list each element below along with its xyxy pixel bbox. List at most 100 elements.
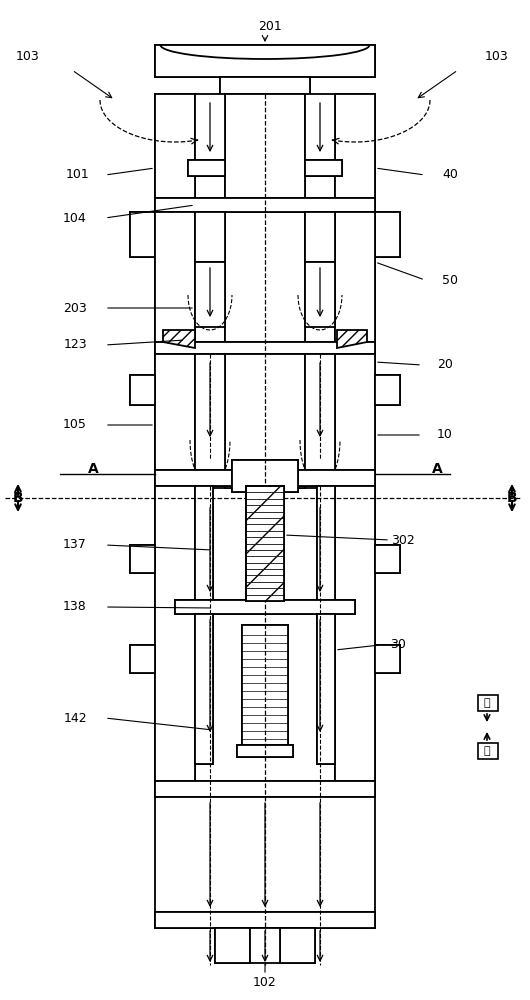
- Bar: [220, 77, 310, 102]
- Text: B: B: [13, 491, 23, 505]
- Polygon shape: [246, 569, 284, 575]
- Bar: [215, 928, 250, 963]
- Bar: [375, 212, 400, 257]
- Bar: [335, 212, 375, 342]
- Polygon shape: [246, 524, 284, 531]
- Bar: [242, 625, 288, 745]
- Bar: [155, 354, 195, 488]
- Bar: [225, 94, 305, 454]
- Bar: [130, 212, 155, 257]
- Bar: [232, 460, 298, 492]
- Text: 10: 10: [437, 428, 453, 442]
- Bar: [155, 912, 375, 928]
- Text: 下: 下: [484, 746, 490, 756]
- Bar: [237, 745, 293, 757]
- Polygon shape: [163, 330, 195, 348]
- Bar: [335, 354, 375, 488]
- Text: 138: 138: [63, 600, 87, 613]
- Polygon shape: [246, 531, 284, 537]
- Bar: [195, 486, 213, 616]
- Bar: [195, 614, 213, 764]
- Bar: [375, 212, 400, 257]
- Bar: [246, 486, 284, 601]
- Bar: [195, 262, 225, 327]
- Bar: [188, 160, 225, 176]
- Bar: [305, 160, 342, 176]
- Text: 50: 50: [442, 273, 458, 286]
- Bar: [155, 198, 375, 212]
- Bar: [335, 486, 375, 781]
- Polygon shape: [337, 330, 367, 348]
- Bar: [478, 743, 498, 759]
- Bar: [280, 928, 315, 963]
- Bar: [155, 781, 375, 797]
- Bar: [232, 460, 298, 492]
- Polygon shape: [246, 499, 284, 505]
- Polygon shape: [246, 544, 284, 550]
- Text: 101: 101: [66, 168, 90, 182]
- Text: 302: 302: [391, 534, 415, 546]
- Polygon shape: [246, 550, 284, 556]
- Bar: [478, 695, 498, 711]
- Polygon shape: [246, 505, 284, 512]
- Bar: [305, 212, 335, 262]
- Polygon shape: [246, 563, 284, 569]
- Text: 40: 40: [442, 168, 458, 182]
- Text: 上: 上: [484, 698, 490, 708]
- Bar: [195, 486, 213, 616]
- Text: A: A: [87, 462, 99, 476]
- Bar: [317, 614, 335, 764]
- Text: 123: 123: [63, 338, 87, 352]
- Bar: [280, 928, 315, 963]
- Bar: [335, 94, 375, 364]
- Bar: [335, 486, 375, 781]
- Bar: [225, 354, 305, 488]
- Bar: [317, 614, 335, 764]
- Polygon shape: [246, 518, 284, 524]
- Polygon shape: [246, 492, 284, 499]
- Text: A: A: [431, 462, 443, 476]
- Bar: [305, 354, 335, 488]
- Polygon shape: [246, 588, 284, 595]
- Bar: [155, 797, 375, 912]
- Bar: [242, 625, 288, 745]
- Bar: [225, 354, 305, 488]
- Bar: [375, 545, 400, 573]
- Polygon shape: [246, 537, 284, 544]
- Bar: [375, 645, 400, 673]
- Bar: [155, 486, 195, 781]
- Bar: [130, 375, 155, 405]
- Polygon shape: [246, 575, 284, 582]
- Text: 201: 201: [258, 19, 282, 32]
- Text: 203: 203: [63, 302, 87, 314]
- Bar: [250, 928, 280, 963]
- Polygon shape: [246, 512, 284, 518]
- Bar: [130, 375, 155, 405]
- Bar: [305, 212, 335, 262]
- Bar: [155, 486, 195, 781]
- Bar: [237, 745, 293, 757]
- Bar: [375, 375, 400, 405]
- Bar: [130, 545, 155, 573]
- Bar: [130, 645, 155, 673]
- Text: 142: 142: [63, 712, 87, 724]
- Bar: [188, 160, 225, 176]
- Bar: [155, 45, 375, 77]
- Text: 103: 103: [16, 50, 40, 64]
- Bar: [195, 94, 225, 164]
- Bar: [155, 342, 375, 354]
- Text: 30: 30: [390, 639, 406, 652]
- Bar: [195, 614, 213, 764]
- Bar: [155, 342, 375, 354]
- Bar: [335, 212, 375, 342]
- Bar: [305, 94, 335, 164]
- Bar: [195, 212, 225, 262]
- Bar: [155, 470, 375, 486]
- Text: B: B: [507, 491, 517, 505]
- Text: 102: 102: [253, 976, 277, 988]
- Bar: [305, 262, 335, 327]
- Bar: [335, 94, 375, 364]
- Bar: [175, 600, 355, 614]
- Bar: [335, 354, 375, 488]
- Bar: [155, 354, 195, 488]
